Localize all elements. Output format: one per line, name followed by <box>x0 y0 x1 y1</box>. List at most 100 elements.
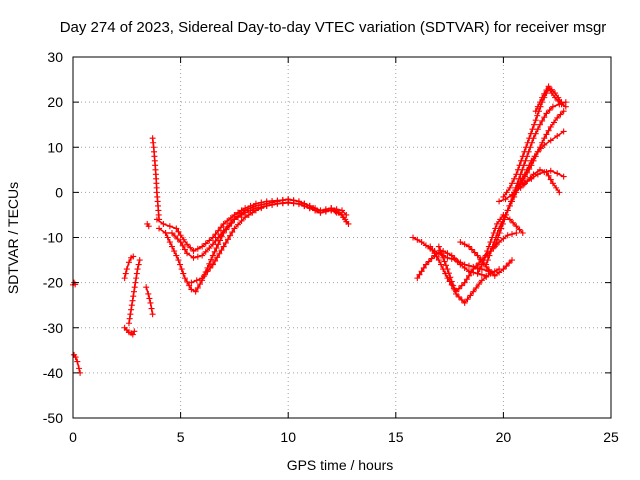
data-point <box>245 211 252 218</box>
data-point <box>461 279 468 286</box>
y-tick-label: -20 <box>43 275 63 291</box>
data-point <box>206 260 213 267</box>
data-point <box>455 293 462 300</box>
data-point <box>177 239 184 246</box>
data-point <box>214 254 221 261</box>
y-tick-label: -50 <box>43 410 63 426</box>
data-point <box>443 262 450 269</box>
data-point <box>500 235 507 242</box>
data-point <box>483 273 490 280</box>
data-point <box>162 229 169 236</box>
data-point <box>208 256 215 263</box>
data-point <box>509 180 516 187</box>
data-point <box>220 229 227 236</box>
data-point <box>543 87 550 94</box>
x-tick-label: 25 <box>603 429 619 445</box>
data-point <box>180 236 187 243</box>
series-trace <box>493 101 567 248</box>
data-point <box>504 232 511 239</box>
data-series <box>70 83 569 376</box>
data-point <box>211 248 218 255</box>
data-point <box>227 232 234 239</box>
data-point <box>227 214 234 221</box>
data-point <box>428 255 435 262</box>
data-point <box>217 237 224 244</box>
x-axis-label: GPS time / hours <box>287 457 394 473</box>
data-point <box>149 311 156 318</box>
data-point <box>461 264 468 271</box>
data-point <box>181 275 188 282</box>
data-point <box>534 126 541 133</box>
data-point <box>76 365 83 372</box>
series-trace-g <box>144 220 152 230</box>
data-point <box>503 189 510 196</box>
data-point <box>295 201 302 208</box>
y-tick-label: 10 <box>47 139 63 155</box>
data-point <box>339 211 345 218</box>
data-point <box>491 243 498 250</box>
data-point <box>518 157 525 164</box>
data-point <box>510 219 517 226</box>
data-point <box>420 264 427 271</box>
data-point <box>451 286 458 293</box>
data-point <box>541 169 548 176</box>
data-point <box>217 224 224 231</box>
data-point <box>550 119 557 126</box>
data-point <box>486 266 493 273</box>
data-point <box>146 295 153 302</box>
data-point <box>521 171 528 178</box>
data-point <box>547 167 554 174</box>
data-point <box>488 269 495 276</box>
series-trace-l <box>188 199 352 286</box>
data-point <box>160 220 167 227</box>
data-point <box>206 245 213 252</box>
data-point <box>220 243 227 250</box>
data-point <box>190 254 197 261</box>
x-tick-label: 20 <box>496 429 512 445</box>
data-point <box>521 180 528 187</box>
data-point <box>148 305 155 312</box>
series-trace-c <box>121 324 138 338</box>
data-point <box>519 229 526 236</box>
data-point <box>209 252 216 259</box>
data-point <box>238 217 245 224</box>
data-point <box>131 284 138 291</box>
data-point <box>168 229 175 236</box>
data-point <box>500 266 507 273</box>
data-point <box>184 241 191 248</box>
data-point <box>422 261 429 268</box>
data-point <box>204 268 211 275</box>
x-tick-label: 15 <box>388 429 404 445</box>
data-point <box>448 278 455 285</box>
data-point <box>342 216 349 223</box>
data-point <box>134 266 141 273</box>
data-point <box>121 275 128 282</box>
data-point <box>541 141 548 148</box>
data-point <box>444 275 451 282</box>
data-point <box>130 288 137 295</box>
data-point <box>173 225 180 232</box>
series-trace-f <box>143 284 156 318</box>
data-point <box>486 252 493 259</box>
data-point <box>175 257 182 264</box>
data-point <box>461 299 468 306</box>
data-point <box>501 216 508 223</box>
data-point <box>175 228 182 235</box>
data-point <box>196 281 203 288</box>
data-point <box>506 260 513 267</box>
data-point <box>220 220 227 227</box>
data-point <box>122 270 129 277</box>
data-point <box>543 131 550 138</box>
data-point <box>184 250 191 257</box>
data-point <box>136 257 143 264</box>
data-point <box>474 252 481 259</box>
data-point <box>224 236 231 243</box>
data-point <box>192 288 199 295</box>
y-tick-label: 0 <box>55 184 63 200</box>
data-point <box>457 239 464 246</box>
y-axis-label: SDTVAR / TECUs <box>5 182 21 294</box>
series-trace <box>513 169 561 194</box>
data-point <box>228 219 235 226</box>
data-point <box>463 276 470 283</box>
data-point <box>333 209 340 216</box>
